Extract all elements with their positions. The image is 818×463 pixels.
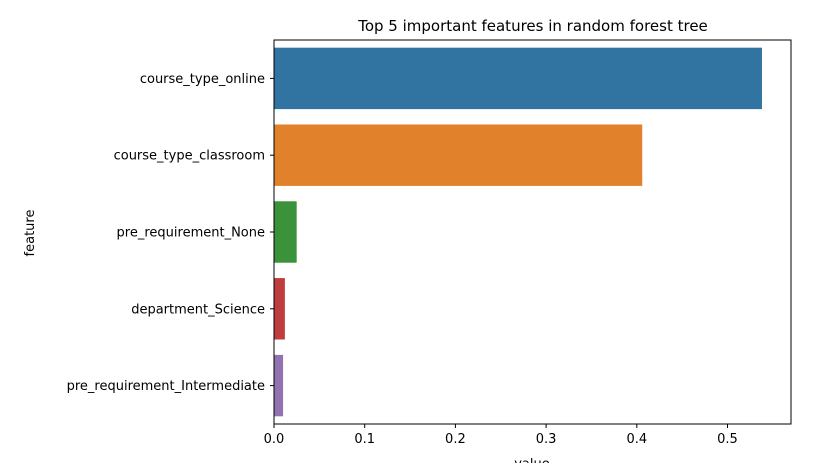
- y-tick-label: pre_requirement_None: [117, 226, 265, 241]
- x-tick-label: 0.3: [536, 432, 557, 447]
- y-tick-label: department_Science: [131, 302, 265, 317]
- y-tick-label: pre_requirement_Intermediate: [67, 379, 265, 394]
- x-tick-label: 0.2: [445, 432, 466, 447]
- y-axis-label: feature: [23, 210, 38, 257]
- x-axis-label: value: [514, 457, 550, 463]
- chart-title: Top 5 important features in random fores…: [357, 17, 708, 35]
- bar-pre_requirement_None: [274, 201, 297, 263]
- y-tick-labels: course_type_online course_type_classroomp…: [67, 72, 274, 394]
- bar-pre_requirement_Intermediate: [274, 354, 284, 417]
- x-tick-label: 0.1: [354, 432, 375, 447]
- bars-group: [274, 47, 762, 417]
- plot-area-frame: [273, 39, 792, 425]
- y-tick-label: course_type_online: [140, 72, 265, 87]
- x-tick-label: 0.4: [626, 432, 647, 447]
- bar-course_type_online: [274, 47, 762, 110]
- x-ticks: 0.0 0.1 0.2 0.3 0.4 0.5: [264, 424, 738, 447]
- bar-department_Science: [274, 278, 285, 340]
- y-tick-label: course_type_classroom: [114, 149, 265, 164]
- x-tick-label: 0.0: [264, 432, 285, 447]
- bar-course_type_classroom: [274, 124, 643, 186]
- x-tick-label: 0.5: [717, 432, 738, 447]
